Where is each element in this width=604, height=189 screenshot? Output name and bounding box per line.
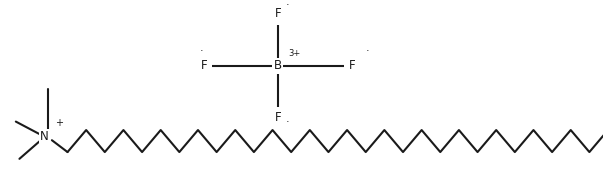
Text: B: B: [274, 59, 282, 72]
Text: ·: ·: [366, 46, 370, 56]
Text: +: +: [56, 118, 63, 128]
Text: F: F: [275, 111, 281, 124]
Text: ·: ·: [200, 46, 204, 56]
Text: F: F: [201, 59, 207, 72]
Text: F: F: [275, 7, 281, 20]
Text: ·: ·: [286, 117, 289, 127]
Text: ·: ·: [286, 0, 289, 10]
Text: 3+: 3+: [288, 49, 300, 58]
Text: F: F: [349, 59, 356, 72]
Text: N: N: [40, 130, 49, 143]
